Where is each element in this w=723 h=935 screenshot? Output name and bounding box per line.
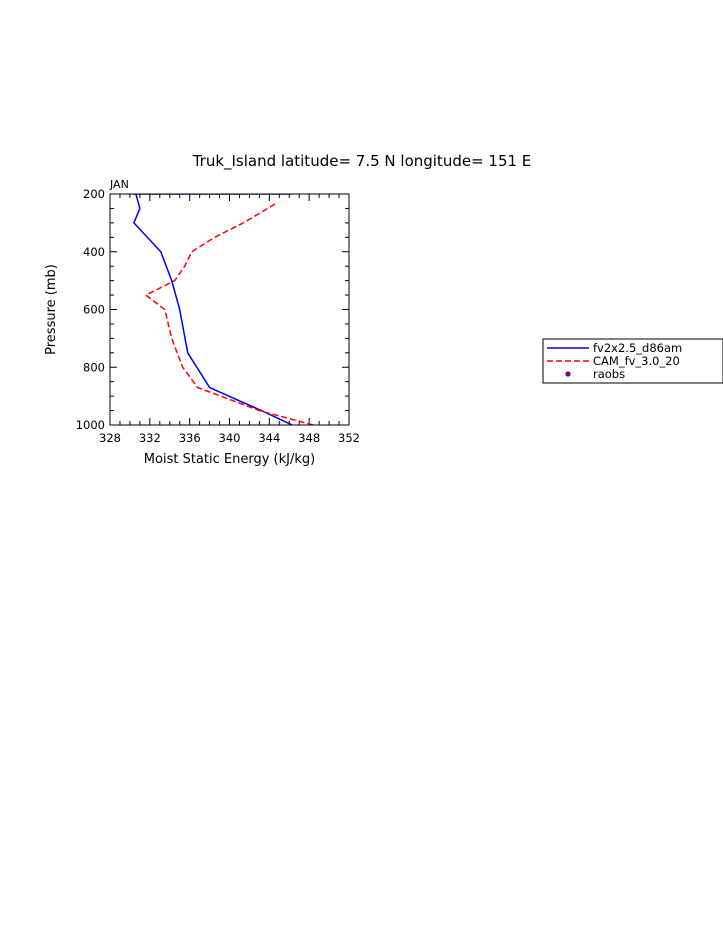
plot-frame xyxy=(109,193,350,426)
y-axis-title: Pressure (mb) xyxy=(44,264,59,355)
legend-label: raobs xyxy=(593,367,625,381)
series-line xyxy=(132,194,293,425)
x-tick-label: 328 xyxy=(99,431,121,445)
legend-label: CAM_fv_3.0_20 xyxy=(593,354,680,368)
series-line xyxy=(144,202,314,425)
legend-marker xyxy=(565,371,571,377)
y-tick-label: 800 xyxy=(83,360,105,374)
x-tick-label: 332 xyxy=(139,431,161,445)
y-tick-label: 600 xyxy=(83,303,105,317)
y-tick-label: 400 xyxy=(83,245,105,259)
panel-label: JAN xyxy=(109,178,129,191)
y-tick-label: 200 xyxy=(83,187,105,201)
x-tick-label: 336 xyxy=(179,431,201,445)
x-tick-label: 348 xyxy=(298,431,320,445)
y-tick-label: 1000 xyxy=(76,418,105,432)
figure-title: Truk_Island latitude= 7.5 N longitude= 1… xyxy=(192,152,532,171)
x-axis-title: Moist Static Energy (kJ/kg) xyxy=(144,452,315,467)
x-tick-label: 344 xyxy=(258,431,280,445)
legend-label: fv2x2.5_d86am xyxy=(593,341,682,355)
x-tick-label: 352 xyxy=(338,431,360,445)
legend-box xyxy=(542,338,723,384)
x-tick-label: 340 xyxy=(219,431,241,445)
chart-panel: JAN 328 332 336 340 344 348 352 200 400 600 800 1000… xyxy=(44,178,360,467)
